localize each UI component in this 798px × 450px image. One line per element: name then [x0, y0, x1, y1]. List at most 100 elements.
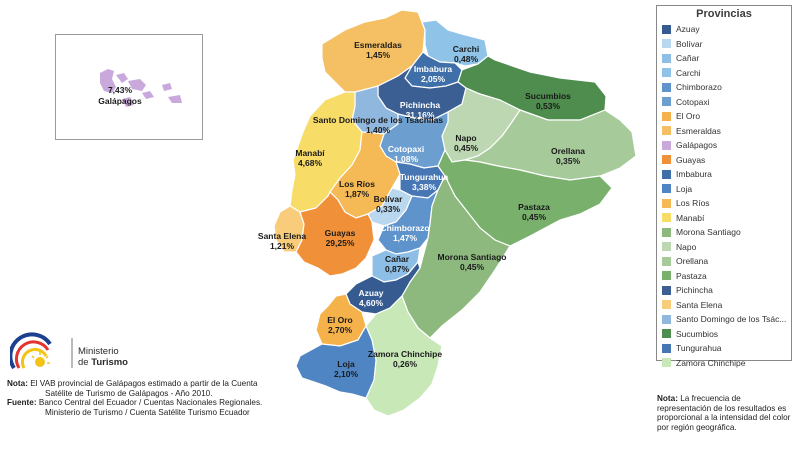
legend-label: Morona Santiago	[676, 227, 741, 238]
legend-swatch	[662, 53, 671, 63]
legend-item-esmeraldas: Esmeraldas	[657, 124, 791, 139]
legend-swatch	[662, 68, 671, 78]
legend-swatch	[662, 242, 671, 252]
region-value-label: 0,53%	[536, 101, 561, 111]
region-name-label: Loja	[337, 359, 355, 369]
legend-swatch	[662, 213, 671, 223]
legend-label: Los Ríos	[676, 198, 710, 209]
legend-item-santa-elena: Santa Elena	[657, 298, 791, 313]
legend-title: Provincias	[696, 8, 752, 20]
legend-label: Orellana	[676, 256, 709, 267]
region-value-label: 31,16%	[406, 110, 435, 120]
region-guayas	[295, 190, 375, 277]
region-name-label: Tungurahua	[400, 172, 449, 182]
legend-swatch	[662, 329, 671, 339]
legend-item-los-rios: Los Ríos	[657, 196, 791, 211]
legend-swatch	[662, 39, 671, 49]
color-intensity-note: Nota: La frecuencia de representación de…	[657, 394, 791, 432]
region-value-label: 1,47%	[393, 233, 418, 243]
legend-item-bolivar: Bolívar	[657, 37, 791, 52]
legend-label: Pastaza	[676, 270, 707, 281]
region-value-label: 3,38%	[412, 182, 437, 192]
legend-swatch	[662, 271, 671, 281]
legend-item-pastaza: Pastaza	[657, 269, 791, 284]
galapagos-name-label: Galápagos	[98, 96, 142, 106]
logo-arc-yellow	[20, 347, 48, 369]
legend-item-loja: Loja	[657, 182, 791, 197]
legend-swatch	[662, 169, 671, 179]
legend-item-manabi: Manabí	[657, 211, 791, 226]
legend-item-zamora-chinchipe: Zamora Chinchipe	[657, 356, 791, 371]
legend-label: Imbabura	[676, 169, 712, 180]
galapagos-island	[162, 83, 172, 91]
region-value-label: 0,45%	[454, 143, 479, 153]
legend-item-morona-santiago: Morona Santiago	[657, 225, 791, 240]
region-value-label: 0,48%	[454, 54, 479, 64]
note-line-2: Satélite de Turismo de Galápagos - Año 2…	[45, 388, 213, 398]
legend-label: El Oro	[676, 111, 701, 122]
legend-label: Galápagos	[676, 140, 718, 151]
source-line: Fuente: Banco Central del Ecuador / Cuen…	[7, 398, 263, 408]
galapagos-value-label: 7,43%	[108, 85, 133, 95]
region-name-label: Los Ríos	[339, 179, 375, 189]
region-name-label: Chimborazo	[380, 223, 429, 233]
legend-label: Manabí	[676, 212, 705, 223]
region-value-label: 0,35%	[556, 156, 581, 166]
region-value-label: 0,87%	[385, 264, 410, 274]
legend-item-napo: Napo	[657, 240, 791, 255]
legend-label: Cotopaxi	[676, 96, 710, 107]
region-name-label: El Oro	[327, 315, 353, 325]
region-name-label: Orellana	[551, 146, 585, 156]
region-name-label: Bolívar	[374, 194, 404, 204]
region-loja	[295, 324, 377, 399]
legend-swatch	[662, 82, 671, 92]
legend-swatch	[662, 314, 671, 324]
region-name-label: Sucumbios	[525, 91, 571, 101]
legend-item-imbabura: Imbabura	[657, 167, 791, 182]
legend-swatch	[662, 256, 671, 266]
galapagos-island	[142, 91, 154, 99]
legend-item-carchi: Carchi	[657, 66, 791, 81]
galapagos-islands: Galápagos 7,43%	[98, 69, 182, 107]
region-name-label: Santa Elena	[258, 231, 306, 241]
legend-item-el-oro: El Oro	[657, 109, 791, 124]
legend-label: Santo Domingo de los Tsác...	[676, 314, 787, 325]
sun-rays-icon	[31, 352, 50, 364]
region-name-label: Zamora Chinchipe	[368, 349, 442, 359]
source-notes: Nota: El VAB provincial de Galápagos est…	[7, 379, 267, 417]
galapagos-island	[116, 73, 128, 83]
region-value-label: 1,21%	[270, 241, 295, 251]
legend-item-santo-domingo-de-los-tsac: Santo Domingo de los Tsác...	[657, 312, 791, 327]
logo-arc-blue	[10, 332, 52, 370]
legend-label: Pichincha	[676, 285, 713, 296]
legend-item-sucumbios: Sucumbios	[657, 327, 791, 342]
legend-swatch	[662, 300, 671, 310]
legend-swatch	[662, 184, 671, 194]
region-value-label: 1,87%	[345, 189, 370, 199]
legend-swatch	[662, 126, 671, 136]
ministerio-turismo-logo	[10, 332, 73, 370]
region-carchi	[421, 19, 489, 67]
source-line-2: Ministerio de Turismo / Cuenta Satélite …	[45, 407, 250, 417]
legend-item-guayas: Guayas	[657, 153, 791, 168]
legend-items: Azuay Bolívar Cañar Carchi Chimborazo Cotopax…	[657, 22, 791, 370]
legend-swatch	[662, 198, 671, 208]
legend-label: Santa Elena	[676, 299, 723, 310]
region-value-label: 2,10%	[334, 369, 359, 379]
legend-item-pichincha: Pichincha	[657, 283, 791, 298]
legend-item-galapagos: Galápagos	[657, 138, 791, 153]
logo-line2: de Turismo	[78, 357, 128, 368]
region-value-label: 2,70%	[328, 325, 353, 335]
region-name-label: Morona Santiago	[438, 252, 507, 262]
region-value-label: 0,33%	[376, 204, 401, 214]
legend-label: Bolívar	[676, 38, 703, 49]
region-value-label: 4,60%	[359, 298, 384, 308]
legend-label: Loja	[676, 183, 693, 194]
region-name-label: Santo Domingo de los Tsáchilas	[313, 115, 443, 125]
legend-item-cotopaxi: Cotopaxi	[657, 95, 791, 110]
legend-swatch	[662, 358, 671, 368]
logo-line1: Ministerio	[78, 346, 119, 357]
region-value-label: 2,05%	[421, 74, 446, 84]
legend-label: Esmeraldas	[676, 125, 721, 136]
legend-label: Sucumbios	[676, 328, 719, 339]
